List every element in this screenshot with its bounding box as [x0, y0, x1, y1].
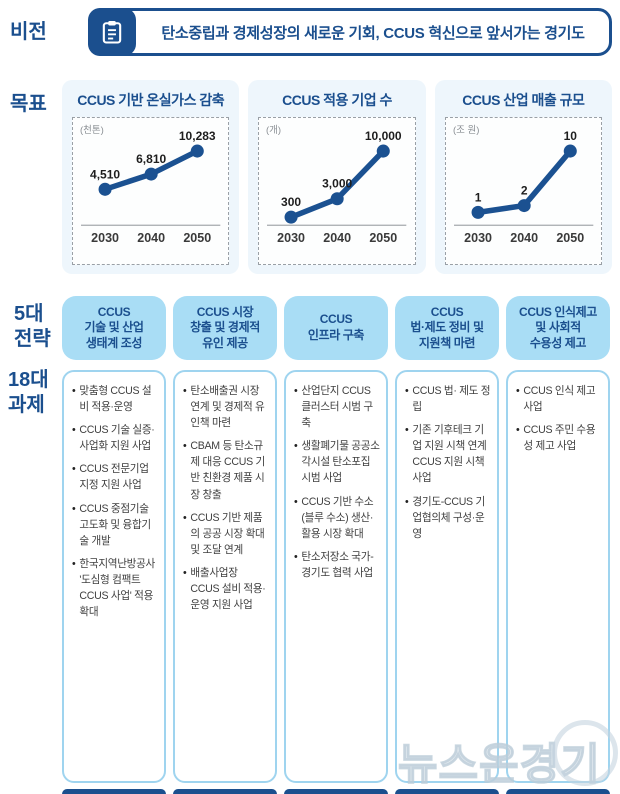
svg-text:1: 1 — [474, 190, 481, 204]
svg-text:10: 10 — [563, 129, 577, 143]
task-list-box: • 산업단지 CCUS 클러스터 시범 구축 • 생활폐기물 공공소각시설 탄소포집 … — [284, 370, 388, 783]
svg-text:2050: 2050 — [556, 231, 584, 245]
strategy-header: CCUS 기술 및 산업 생태계 조성 — [62, 296, 166, 360]
chart-canvas: (천톤) 4,510 2030 6,810 2040 10,283 2050 — [80, 125, 221, 245]
strategy-column-4: CCUS 법·제도 정비 및 지원책 마련 • CCUS 법· 제도 정립 • 기존 … — [395, 296, 499, 783]
task-item: • CCUS 중점기술 고도화 및 융합기술 개발 — [72, 502, 151, 547]
eighteen-tasks-label: 18대 과제 — [8, 369, 49, 416]
five-strategies-label: 5대 전략 — [14, 303, 51, 350]
svg-text:300: 300 — [281, 195, 301, 209]
strategy-column-3: CCUS 인프라 구축 • 산업단지 CCUS 클러스터 시범 구축 • 생활폐기물 … — [284, 296, 388, 783]
strategy-header: CCUS 시장 창출 및 경제적 유인 제공 — [173, 296, 277, 360]
task-item: • 생활폐기물 공공소각시설 탄소포집 시범 사업 — [294, 440, 380, 485]
svg-text:2040: 2040 — [510, 231, 538, 245]
task-list-box: • CCUS 인식 제고 사업 • CCUS 주민 수용성 제고 사업 — [506, 370, 610, 783]
task-item: • CCUS 기술 실증·사업화 지원 사업 — [72, 424, 155, 453]
task-item: • CCUS 법· 제도 정립 — [405, 385, 491, 414]
strategy-header: CCUS 인식제고 및 사회적 수용성 제고 — [506, 296, 610, 360]
task-item: • CCUS 기반 제품의 공공 시장 확대 및 조달 연계 — [183, 511, 265, 556]
chart-plot: (천톤) 4,510 2030 6,810 2040 10,283 2050 — [72, 117, 230, 266]
chart-plot: (개) 300 2030 3,000 2040 10,000 2050 — [258, 117, 416, 266]
strategy-column-1: CCUS 기술 및 산업 생태계 조성 • 맞춤형 CCUS 설비 적용·운영 • C… — [62, 296, 166, 783]
strategy-header: CCUS 법·제도 정비 및 지원책 마련 — [395, 296, 499, 360]
task-item: • CBAM 등 탄소규제 대응 CCUS 기반 친환경 제품 시장 창출 — [183, 440, 265, 501]
task-item: • 배출사업장 CCUS 설비 적용·운영 지원 사업 — [183, 566, 266, 612]
task-item: • CCUS 주민 수용성 제고 사업 — [516, 424, 596, 453]
task-item: • CCUS 전문기업 지정 지원 사업 — [72, 463, 149, 492]
task-item: • CCUS 인식 제고 사업 — [516, 385, 596, 414]
svg-text:2030: 2030 — [91, 231, 119, 245]
chart-title: CCUS 산업 매출 규모 — [462, 92, 585, 108]
vision-label: 비전 — [10, 21, 47, 43]
svg-text:10,000: 10,000 — [365, 129, 402, 143]
svg-text:(천톤): (천톤) — [80, 125, 104, 136]
svg-text:2040: 2040 — [324, 231, 352, 245]
strategy-column-5: CCUS 인식제고 및 사회적 수용성 제고 • CCUS 인식 제고 사업 • CC… — [506, 296, 610, 783]
task-list-box: • 맞춤형 CCUS 설비 적용·운영 • CCUS 기술 실증·사업화 지원 사업 •… — [62, 370, 166, 783]
chart-card-revenue: CCUS 산업 매출 규모 (조 원) 1 2030 2 2040 10 2050 — [434, 80, 612, 274]
chart-canvas: (개) 300 2030 3,000 2040 10,000 2050 — [266, 125, 407, 245]
task-list-box: • 탄소배출권 시장 연계 및 경제적 유인책 마련 • CBAM 등 탄소규제 대응… — [173, 370, 277, 783]
task-item: • 경기도-CCUS 기업협의체 구성·운영 — [405, 495, 485, 540]
task-item: • 맞춤형 CCUS 설비 적용·운영 — [72, 385, 152, 414]
strategy-column-2: CCUS 시장 창출 및 경제적 유인 제공 • 탄소배출권 시장 연계 및 경제… — [173, 296, 277, 783]
task-list-box: • CCUS 법· 제도 정립 • 기존 기후테크 기업 지원 시책 연계 CCUS … — [395, 370, 499, 783]
task-item: • 한국지역난방공사 '도심형 컴팩트 CCUS 사업' 적용 확대 — [72, 557, 155, 619]
svg-text:2050: 2050 — [370, 231, 398, 245]
svg-text:10,283: 10,283 — [179, 129, 216, 143]
strategy-columns: CCUS 기술 및 산업 생태계 조성 • 맞춤형 CCUS 설비 적용·운영 • C… — [62, 296, 610, 783]
goals-label: 목표 — [10, 93, 47, 115]
chart-card-ghg: CCUS 기반 온실가스 감축 (천톤) 4,510 2030 6,810 2040 10… — [62, 80, 240, 274]
task-item: • CCUS 기반 수소(블루 수소) 생산·활용 시장 확대 — [294, 495, 374, 540]
vision-text: 탄소중립과 경제성장의 새로운 기회, CCUS 혁신으로 앞서가는 경기도 — [161, 24, 585, 42]
svg-text:2030: 2030 — [464, 231, 492, 245]
chart-canvas: (조 원) 1 2030 2 2040 10 2050 — [453, 125, 593, 245]
svg-text:2050: 2050 — [183, 231, 211, 245]
vision-banner: 탄소중립과 경제성장의 새로운 기회, CCUS 혁신으로 앞서가는 경기도 — [88, 8, 612, 56]
svg-text:2040: 2040 — [137, 231, 165, 245]
svg-text:(개): (개) — [266, 125, 281, 136]
clipboard-icon — [88, 8, 136, 56]
svg-text:(조 원): (조 원) — [453, 125, 479, 136]
task-item: • 탄소저장소 국가-경기도 협력 사업 — [294, 550, 374, 579]
task-item: • 산업단지 CCUS 클러스터 시범 구축 — [294, 385, 373, 430]
svg-text:4,510: 4,510 — [90, 167, 120, 181]
strategy-header: CCUS 인프라 구축 — [284, 296, 388, 360]
chart-title: CCUS 기반 온실가스 감축 — [77, 92, 225, 108]
svg-text:2030: 2030 — [277, 231, 305, 245]
task-item: • 기존 기후테크 기업 지원 시책 연계 CCUS 지원 시책 사업 — [405, 424, 487, 485]
task-item: • 탄소배출권 시장 연계 및 경제적 유인책 마련 — [183, 385, 265, 430]
svg-text:2: 2 — [520, 184, 527, 198]
chart-card-companies: CCUS 적용 기업 수 (개) 300 2030 3,000 2040 10,000 20… — [248, 80, 426, 274]
chart-plot: (조 원) 1 2030 2 2040 10 2050 — [444, 117, 602, 266]
next-section-cutoff — [62, 789, 610, 794]
goals-charts: CCUS 기반 온실가스 감축 (천톤) 4,510 2030 6,810 2040 10… — [62, 80, 612, 274]
svg-text:6,810: 6,810 — [136, 152, 166, 166]
chart-title: CCUS 적용 기업 수 — [282, 92, 392, 108]
svg-text:3,000: 3,000 — [322, 177, 352, 191]
